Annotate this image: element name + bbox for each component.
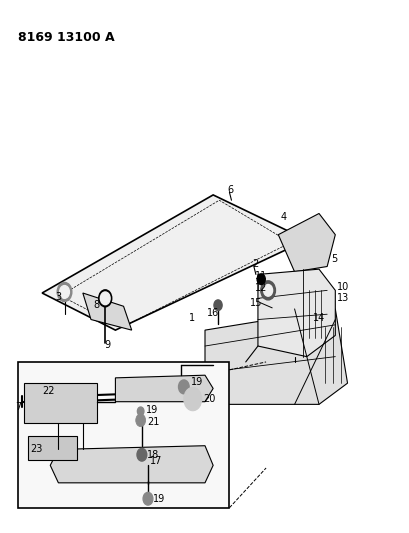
FancyBboxPatch shape: [18, 362, 229, 508]
Circle shape: [100, 292, 110, 305]
Text: 8: 8: [93, 300, 99, 310]
Text: 21: 21: [147, 417, 159, 427]
Polygon shape: [115, 375, 213, 402]
Text: 22: 22: [42, 386, 54, 396]
Text: 3: 3: [55, 292, 61, 302]
Text: 5: 5: [330, 254, 337, 263]
Text: 15: 15: [249, 297, 261, 308]
Circle shape: [137, 448, 146, 461]
Text: 8169 13100 A: 8169 13100 A: [18, 30, 114, 44]
Text: 12: 12: [254, 282, 266, 293]
Text: 19: 19: [191, 377, 203, 387]
Polygon shape: [42, 195, 306, 330]
Circle shape: [256, 274, 265, 285]
Text: 19: 19: [153, 494, 165, 504]
Text: 6: 6: [227, 184, 233, 195]
Circle shape: [263, 285, 272, 296]
Text: 2: 2: [251, 260, 257, 269]
Text: 14: 14: [312, 313, 324, 324]
Polygon shape: [24, 383, 97, 423]
Text: 13: 13: [337, 293, 349, 303]
Polygon shape: [204, 309, 347, 405]
Circle shape: [135, 414, 145, 426]
Text: 4: 4: [280, 212, 286, 222]
Text: 9: 9: [104, 340, 110, 350]
Text: 11: 11: [254, 271, 266, 281]
Text: 16: 16: [207, 308, 219, 318]
Circle shape: [137, 407, 144, 416]
Text: 7: 7: [15, 402, 21, 412]
Text: 19: 19: [146, 405, 158, 415]
Text: 20: 20: [202, 394, 215, 404]
Text: 23: 23: [31, 445, 43, 455]
Circle shape: [59, 286, 69, 298]
Text: 18: 18: [147, 450, 159, 460]
Circle shape: [183, 387, 201, 411]
Circle shape: [213, 300, 222, 311]
Circle shape: [99, 290, 112, 307]
Text: 1: 1: [188, 313, 194, 324]
Text: 17: 17: [150, 456, 162, 466]
Circle shape: [178, 380, 189, 394]
Polygon shape: [257, 269, 335, 357]
Circle shape: [143, 492, 153, 505]
FancyBboxPatch shape: [28, 436, 76, 460]
Text: 10: 10: [337, 281, 349, 292]
Polygon shape: [278, 214, 335, 272]
Circle shape: [260, 281, 275, 300]
Polygon shape: [83, 293, 131, 330]
Polygon shape: [50, 446, 213, 483]
Circle shape: [57, 282, 72, 302]
